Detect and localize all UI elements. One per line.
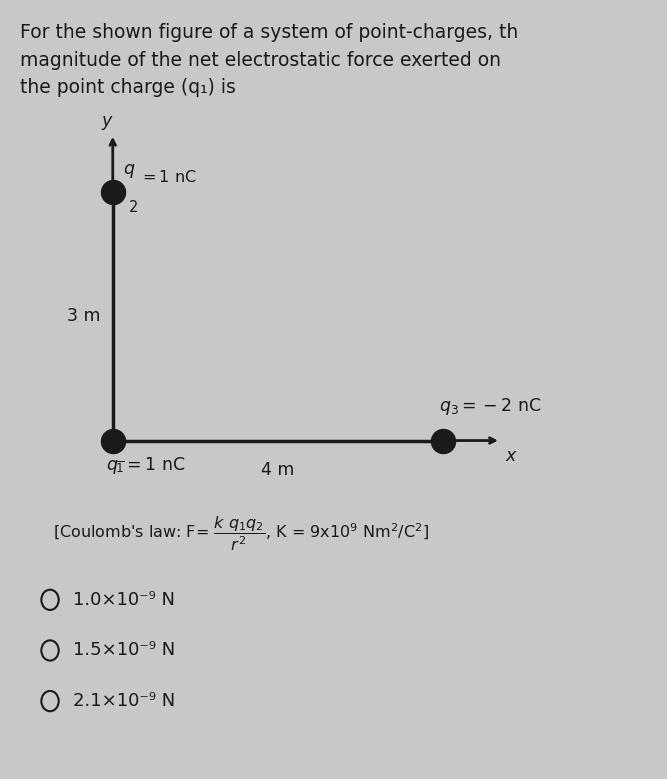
Text: 4 m: 4 m <box>261 461 295 479</box>
Text: magnitude of the net electrostatic force exerted on: magnitude of the net electrostatic force… <box>20 51 501 69</box>
Text: For the shown figure of a system of point-charges, th: For the shown figure of a system of poin… <box>20 23 518 42</box>
Text: $2$: $2$ <box>127 199 137 214</box>
Text: 3 m: 3 m <box>67 307 101 326</box>
Text: $= 1\ \mathrm{nC}$: $= 1\ \mathrm{nC}$ <box>139 169 197 185</box>
Point <box>438 435 448 447</box>
Text: y: y <box>101 111 111 130</box>
Text: 2.1×10⁻⁹ N: 2.1×10⁻⁹ N <box>73 692 175 710</box>
Text: $q$: $q$ <box>123 161 136 179</box>
Text: 1.0×10⁻⁹ N: 1.0×10⁻⁹ N <box>73 590 175 609</box>
Point <box>107 185 118 198</box>
Text: 1.5×10⁻⁹ N: 1.5×10⁻⁹ N <box>73 641 175 660</box>
Text: [Coulomb's law: F= $\dfrac{k\ q_1 q_2}{r^2}$, K = 9x10$^9$ Nm$^2$/C$^2$]: [Coulomb's law: F= $\dfrac{k\ q_1 q_2}{r… <box>53 514 430 553</box>
Text: the point charge (q₁) is: the point charge (q₁) is <box>20 78 236 97</box>
Text: x: x <box>505 447 516 465</box>
Text: $q_{\!\overline{1}}= 1\ \mathrm{nC}$: $q_{\!\overline{1}}= 1\ \mathrm{nC}$ <box>106 456 185 477</box>
Point <box>107 435 118 447</box>
Text: $q_3 = -2\ \mathrm{nC}$: $q_3 = -2\ \mathrm{nC}$ <box>439 397 542 418</box>
